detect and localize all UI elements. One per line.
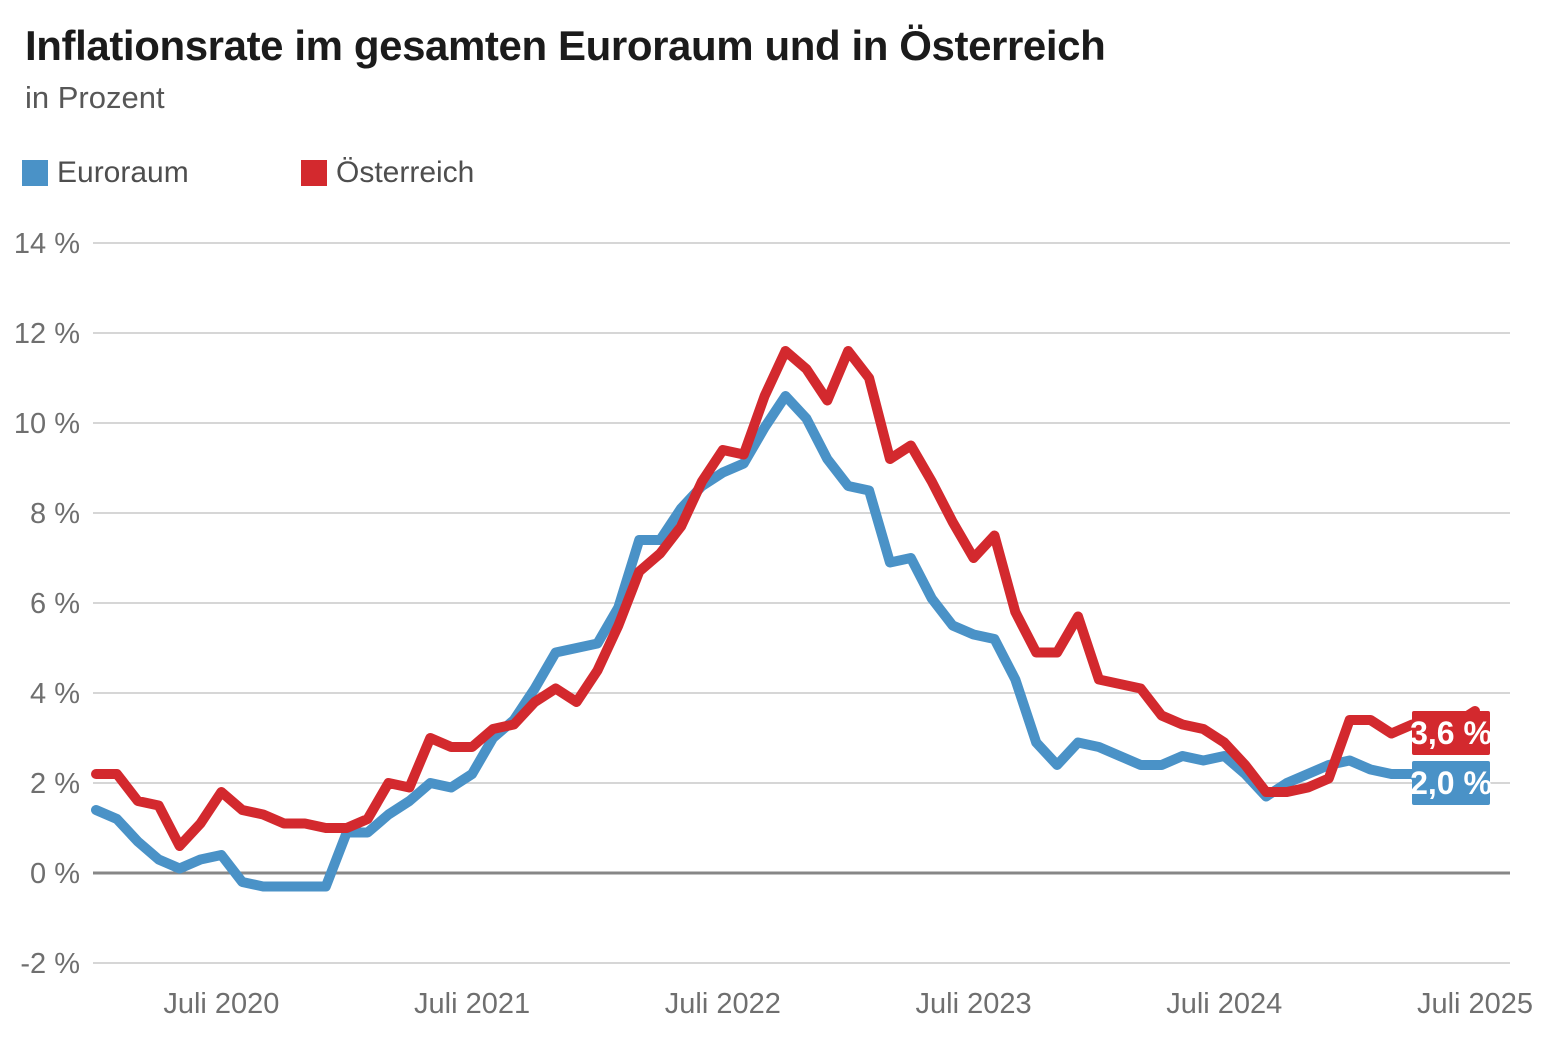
end-value-badge-sterreich [1412,711,1490,755]
oesterreich-swatch-icon [301,160,327,186]
y-tick-label: 10 % [14,408,80,440]
y-tick-label: 14 % [14,228,80,260]
y-tick-label: 4 % [30,678,80,710]
page-subtitle: in Prozent [25,80,165,115]
x-tick-label: Juli 2020 [163,988,279,1020]
y-tick-label: 0 % [30,858,80,890]
legend-label-euroraum: Euroraum [57,156,189,189]
legend-item-euroraum: Euroraum [22,156,189,190]
x-tick-label: Juli 2022 [665,988,781,1020]
end-value-badge-euroraum [1412,761,1490,805]
legend-item-oesterreich: Österreich [301,156,474,190]
euroraum-swatch-icon [22,160,48,186]
legend-label-oesterreich: Österreich [336,156,475,189]
end-value-label: 3,6 % [1410,715,1492,751]
x-tick-label: Juli 2023 [916,988,1032,1020]
series-line-euroraum [91,391,1481,892]
x-tick-label: Juli 2025 [1417,988,1533,1020]
series-line-sterreich [91,346,1481,851]
page-title: Inflationsrate im gesamten Euroraum und … [25,22,1106,69]
y-tick-label: -2 % [20,948,80,980]
y-tick-label: 6 % [30,588,80,620]
legend: Euroraum Österreich [0,156,1560,190]
x-tick-label: Juli 2021 [414,988,530,1020]
y-tick-label: 12 % [14,318,80,350]
y-tick-label: 8 % [30,498,80,530]
x-tick-label: Juli 2024 [1166,988,1282,1020]
end-value-label: 2,0 % [1410,765,1492,801]
y-tick-label: 2 % [30,768,80,800]
